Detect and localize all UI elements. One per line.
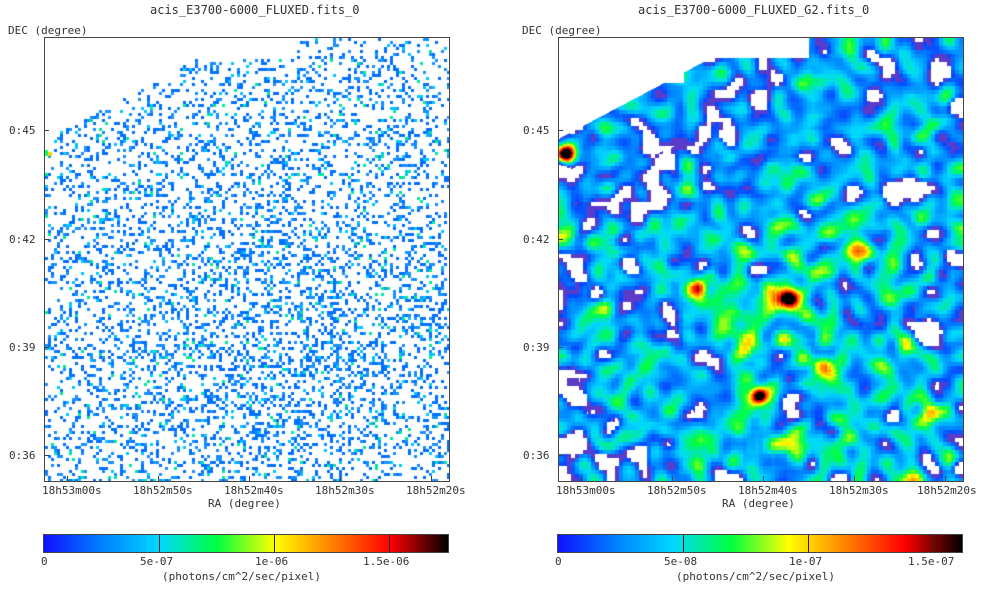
right-colorbar-tick-label: 5e-08 xyxy=(664,555,698,568)
right-ra-axis-label: RA (degree) xyxy=(722,497,795,510)
left-ra-tick-label: 18h52m40s xyxy=(224,484,284,497)
left-dec-tick-label: 0:45 xyxy=(9,124,36,137)
right-dec-tick xyxy=(558,347,563,348)
left-ra-tick xyxy=(249,476,250,481)
right-ra-tick-label: 18h52m40s xyxy=(738,484,798,497)
left-ra-tick-label: 18h53m00s xyxy=(42,484,102,497)
right-dec-tick xyxy=(558,455,563,456)
left-dec-tick xyxy=(44,130,49,131)
left-colorbar-tick xyxy=(159,535,160,552)
right-dec-axis-label: DEC (degree) xyxy=(522,24,602,37)
left-ra-tick-label: 18h52m20s xyxy=(406,484,466,497)
left-colorbar-tick-label: 1.5e-06 xyxy=(363,555,410,568)
left-colorbar-tick-label: 1e-06 xyxy=(255,555,289,568)
right-dec-tick-label: 0:42 xyxy=(523,233,550,246)
right-dec-tick-label: 0:39 xyxy=(523,341,550,354)
left-colorbar xyxy=(43,534,449,553)
right-ra-tick-label: 18h52m50s xyxy=(647,484,707,497)
left-dec-tick xyxy=(44,347,49,348)
left-ra-tick xyxy=(67,476,68,481)
left-dec-tick-label: 0:39 xyxy=(9,341,36,354)
right-colorbar-tick xyxy=(808,535,809,552)
right-image-frame[interactable] xyxy=(558,37,964,482)
left-colorbar-tick xyxy=(389,535,390,552)
left-dec-axis-label: DEC (degree) xyxy=(8,24,88,37)
left-dec-tick-label: 0:36 xyxy=(9,449,36,462)
right-dec-tick-label: 0:36 xyxy=(523,449,550,462)
left-dec-tick xyxy=(44,239,49,240)
right-dec-tick xyxy=(558,239,563,240)
left-colorbar-tick-label: 0 xyxy=(41,555,48,568)
right-ra-tick-label: 18h52m30s xyxy=(829,484,889,497)
right-ra-tick xyxy=(581,476,582,481)
right-image-canvas[interactable] xyxy=(559,38,963,481)
right-colorbar-tick-label: 1e-07 xyxy=(789,555,823,568)
left-ra-tick xyxy=(431,476,432,481)
right-ra-tick-label: 18h52m20s xyxy=(917,484,977,497)
right-ra-tick xyxy=(763,476,764,481)
right-ra-tick-label: 18h53m00s xyxy=(556,484,616,497)
right-colorbar-tick-label: 1.5e-07 xyxy=(908,555,955,568)
left-ra-tick xyxy=(340,476,341,481)
right-colorbar xyxy=(557,534,963,553)
right-ra-tick xyxy=(945,476,946,481)
left-colorbar-tick-label: 5e-07 xyxy=(140,555,174,568)
right-colorbar-unit: (photons/cm^2/sec/pixel) xyxy=(676,570,835,583)
left-ra-tick-label: 18h52m50s xyxy=(133,484,193,497)
left-panel-title: acis_E3700-6000_FLUXED.fits_0 xyxy=(150,3,360,17)
left-ra-tick-label: 18h52m30s xyxy=(315,484,375,497)
left-ra-tick xyxy=(158,476,159,481)
left-image-frame[interactable] xyxy=(44,37,450,482)
left-colorbar-tick xyxy=(274,535,275,552)
left-dec-tick-label: 0:42 xyxy=(9,233,36,246)
left-ra-axis-label: RA (degree) xyxy=(208,497,281,510)
right-ra-tick xyxy=(672,476,673,481)
right-dec-tick xyxy=(558,130,563,131)
left-dec-tick xyxy=(44,455,49,456)
right-panel-title: acis_E3700-6000_FLUXED_G2.fits_0 xyxy=(638,3,870,17)
right-colorbar-tick xyxy=(683,535,684,552)
right-colorbar-tick-label: 0 xyxy=(555,555,562,568)
right-dec-tick-label: 0:45 xyxy=(523,124,550,137)
right-colorbar-tick xyxy=(933,535,934,552)
left-image-canvas[interactable] xyxy=(45,38,449,481)
right-ra-tick xyxy=(854,476,855,481)
left-colorbar-unit: (photons/cm^2/sec/pixel) xyxy=(162,570,321,583)
